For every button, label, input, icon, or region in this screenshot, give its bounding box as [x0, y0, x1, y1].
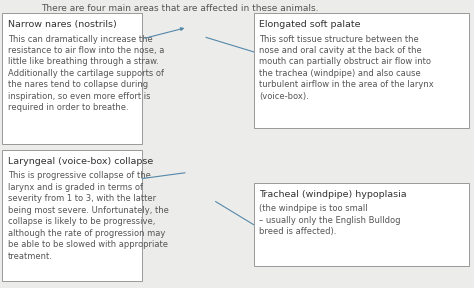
Text: (the windpipe is too small
– usually only the English Bulldog
breed is affected): (the windpipe is too small – usually onl… — [259, 204, 401, 236]
FancyBboxPatch shape — [254, 183, 469, 266]
Text: This is progressive collapse of the
larynx and is graded in terms of
severity fr: This is progressive collapse of the lary… — [8, 171, 169, 261]
FancyBboxPatch shape — [145, 0, 251, 288]
Text: Tracheal (windpipe) hypoplasia: Tracheal (windpipe) hypoplasia — [259, 190, 407, 199]
Text: This soft tissue structure between the
nose and oral cavity at the back of the
m: This soft tissue structure between the n… — [259, 35, 434, 101]
Text: Narrow nares (nostrils): Narrow nares (nostrils) — [8, 20, 117, 29]
FancyBboxPatch shape — [254, 13, 469, 128]
Text: Elongated soft palate: Elongated soft palate — [259, 20, 361, 29]
Text: There are four main areas that are affected in these animals.: There are four main areas that are affec… — [41, 4, 319, 13]
FancyBboxPatch shape — [2, 13, 142, 144]
Text: Laryngeal (voice-box) collapse: Laryngeal (voice-box) collapse — [8, 157, 153, 166]
Text: This can dramatically increase the
resistance to air flow into the nose, a
littl: This can dramatically increase the resis… — [8, 35, 164, 112]
FancyBboxPatch shape — [2, 150, 142, 281]
